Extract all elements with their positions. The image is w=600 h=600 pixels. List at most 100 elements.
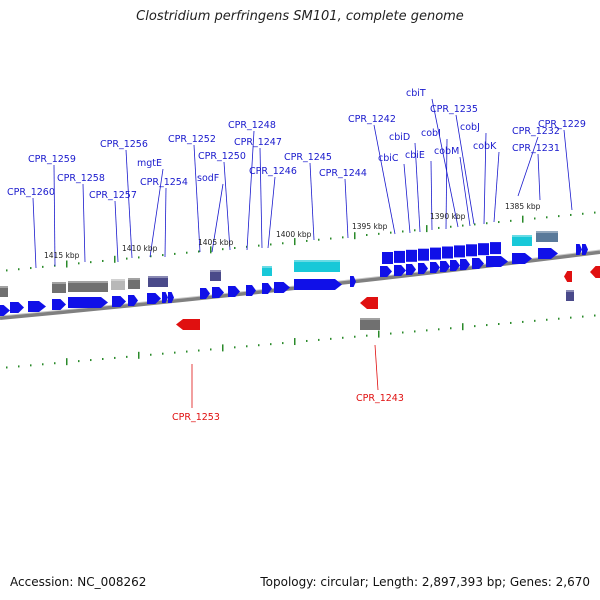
outer-tick-mark [450,225,452,228]
inner-tick-mark [30,364,32,367]
outer-tick-mark [162,254,164,257]
inner-tick-mark [450,327,452,330]
outer-tick-mark [18,268,20,271]
cds-box-forward [490,242,501,255]
leader-line-forward [445,138,448,230]
inner-tick-mark [594,314,596,317]
inner-tick-mark [258,344,260,347]
gene-box-cyan-shine [512,235,532,237]
inner-tick-mark [198,349,200,352]
cds-arrow-forward [112,296,126,307]
tick-layer [6,211,596,369]
cds-arrow-forward [472,258,484,269]
gene-label-reverse: CPR_1243 [356,393,404,404]
outer-tick-mark [114,255,116,263]
cds-arrow-forward [512,253,532,264]
inner-tick-mark [366,334,368,337]
gene-label-layer: CPR_1260 CPR_1259 CPR_1258 CPR_1257 CPR_1256… [7,88,586,423]
outer-tick-mark [150,255,152,258]
gene-box-dark-shine [148,276,168,278]
outer-tick-mark [186,251,188,254]
cds-arrow-forward [168,292,174,303]
gene-box-light-shine [111,279,125,281]
outer-tick-mark [390,231,392,234]
outer-tick-mark [126,257,128,260]
inner-tick-mark [138,351,140,359]
gene-label-forward: CPR_1229 [538,119,586,130]
leader-line-forward [82,183,86,263]
inner-tick-mark [234,346,236,349]
cds-arrow-forward [294,279,342,290]
map-title: Clostridium perfringens SM101, complete … [136,9,464,24]
gene-box-gray [360,318,380,330]
gene-box-gray-shine [360,318,380,320]
cds-arrow-forward [350,276,356,287]
cds-arrow-forward [576,244,582,255]
inner-tick-mark [498,323,500,326]
gene-label-forward: CPR_1260 [7,187,55,198]
gene-label-reverse: CPR_1253 [172,412,220,423]
gene-box-gray-shine [128,278,140,280]
outer-tick-mark [498,221,500,224]
outer-tick-mark [414,229,416,232]
outer-tick-mark [570,213,572,216]
cds-arrow-forward [28,301,46,312]
accession-label: Accession: NC_008262 [10,575,147,589]
gene-label-forward: mgtE [137,158,162,169]
outer-tick-mark [198,250,200,253]
inner-tick-mark [522,320,524,323]
gene-label-forward: CPR_1242 [348,114,396,125]
inner-tick-mark [546,318,548,321]
outer-tick-mark [270,243,272,246]
outer-tick-mark [402,230,404,233]
cds-arrow-reverse [590,266,600,278]
gene-label-forward: cbiT [406,88,426,99]
leader-line-forward [193,144,201,253]
outer-tick-mark [474,223,476,226]
gene-box-gray-shine [0,286,8,288]
leader-line-forward [431,98,459,228]
scale-label: 1395 kbp [352,222,388,231]
inner-tick-mark [354,335,356,338]
gene-label-forward: CPR_1235 [430,104,478,115]
inner-tick-mark [306,339,308,342]
outer-tick-mark [222,248,224,251]
gene-box-dark [566,290,574,301]
gene-box-steel [536,231,558,242]
inner-tick-mark [318,338,320,341]
cds-arrow-forward [246,285,256,296]
leader-line-forward [125,149,133,259]
outer-tick-mark [354,232,356,240]
outer-tick-mark [258,244,260,247]
cds-box-forward [382,252,393,264]
inner-tick-mark [426,329,428,332]
scale-label: 1410 kbp [122,244,158,253]
cds-box-forward [466,244,477,257]
cds-arrow-forward [406,264,416,275]
gene-label-forward: CPR_1231 [512,143,560,154]
leader-line-forward [114,200,119,263]
leader-line-forward [223,161,231,251]
inner-tick-mark [222,344,224,352]
leader-line-forward [344,178,349,239]
gene-box-gray [0,286,8,297]
inner-tick-mark [582,315,584,318]
gene-label-forward: CPR_1246 [249,166,297,177]
inner-tick-mark [342,336,344,339]
leader-line-forward [493,151,500,223]
gene-label-forward: CPR_1247 [234,137,282,148]
cds-arrow-forward [582,244,588,255]
gene-box-dark-shine [566,290,574,292]
gene-box-gray [52,282,66,293]
outer-tick-mark [174,252,176,255]
gene-label-forward: CPR_1256 [100,139,148,150]
leader-line-forward [246,130,255,251]
leader-line-forward [267,176,276,249]
outer-tick-mark [558,215,560,218]
gene-label-forward: cobK [473,141,497,152]
genome-summary-label: Topology: circular; Length: 2,897,393 bp… [260,575,590,589]
inner-tick-mark [126,355,128,358]
inner-tick-mark [90,359,92,362]
